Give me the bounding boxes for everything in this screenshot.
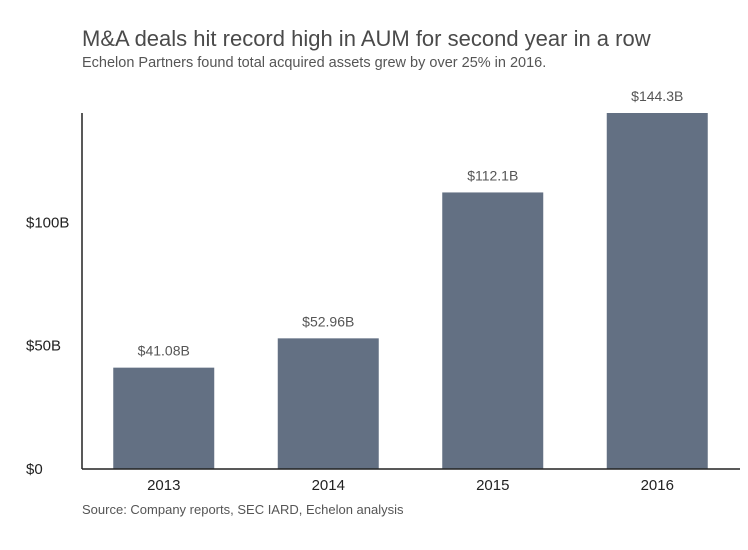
y-tick-label-0: $0 — [26, 461, 43, 478]
data-labels-group: $41.08B $52.96B $112.1B $144.3B — [138, 88, 684, 359]
x-tick-label-2013: 2013 — [147, 477, 180, 494]
chart-subtitle: Echelon Partners found total acquired as… — [82, 55, 547, 71]
data-label-2016: $144.3B — [631, 88, 683, 104]
bar-2015 — [442, 192, 544, 469]
y-tick-label-50: $50B — [26, 338, 61, 355]
data-label-2015: $112.1B — [467, 167, 518, 183]
bars-group — [113, 113, 708, 469]
y-tick-label-100: $100B — [26, 214, 69, 231]
bar-2016 — [606, 113, 708, 469]
chart-source: Source: Company reports, SEC IARD, Echel… — [82, 502, 404, 517]
chart-title: M&A deals hit record high in AUM for sec… — [82, 26, 651, 51]
x-tick-label-2016: 2016 — [641, 477, 674, 494]
bar-2014 — [277, 338, 379, 469]
x-tick-label-2014: 2014 — [312, 477, 345, 494]
y-axis-ticks: $0 $50B $100B — [26, 214, 69, 478]
x-tick-label-2015: 2015 — [476, 477, 509, 494]
data-label-2013: $41.08B — [138, 343, 190, 359]
data-label-2014: $52.96B — [302, 313, 354, 329]
bar-2013 — [113, 367, 215, 469]
x-axis-ticks: 2013 2014 2015 2016 — [147, 477, 674, 494]
